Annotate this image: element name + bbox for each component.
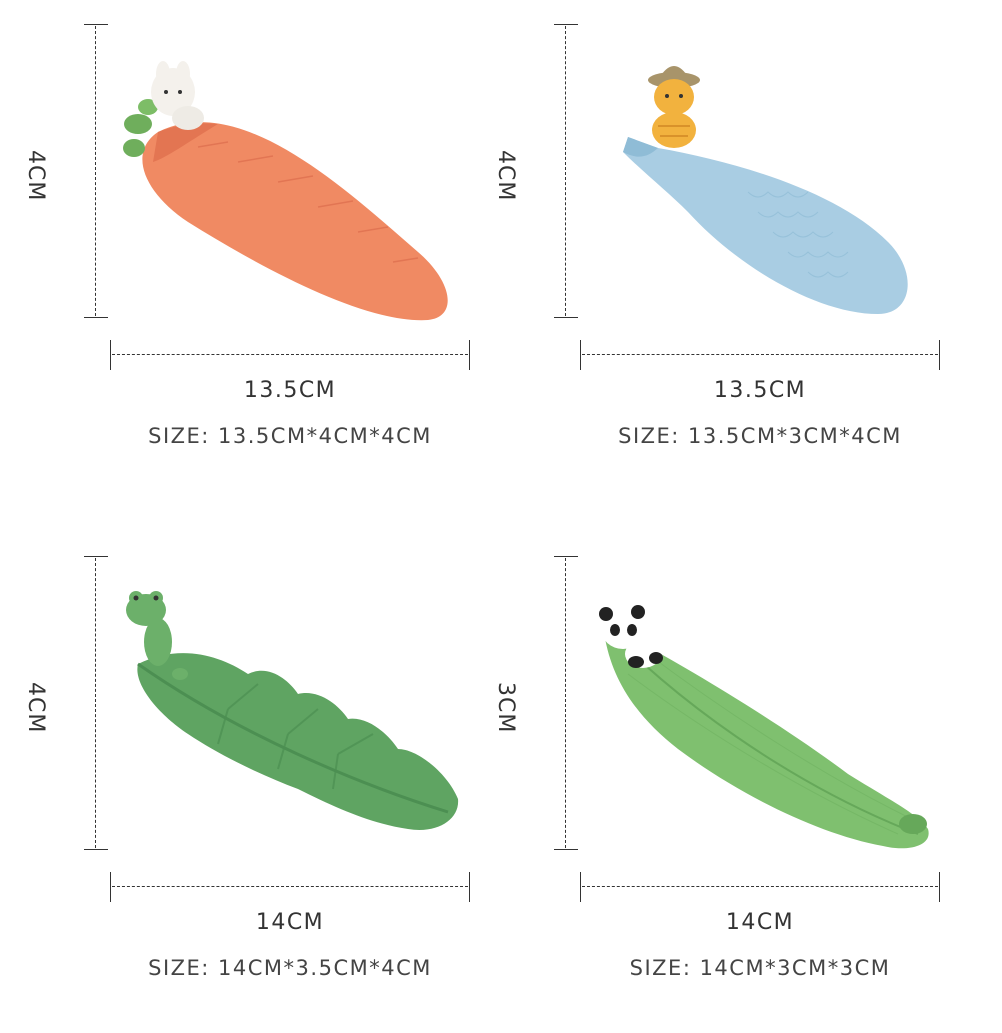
height-label: 3CM [493, 682, 518, 734]
length-label: 13.5CM [243, 378, 337, 403]
height-label: 4CM [23, 682, 48, 734]
length-dimension-line [580, 340, 940, 370]
size-label: SIZE: 14CM*3.5CM*4CM [148, 956, 432, 980]
size-label: SIZE: 13.5CM*4CM*4CM [148, 424, 432, 448]
length-dimension-line [110, 340, 470, 370]
carrot-tray-image [118, 52, 468, 332]
bamboo-leaf-tray-image [588, 584, 938, 864]
product-panel-leaf: 4CM 14CM SIZE: 14CM*3.5CM*4CM [0, 532, 501, 1033]
height-label: 4CM [23, 150, 48, 202]
product-panel-bamboo-leaf: 3CM 14CM SIZE: 14CM*3CM*3CM [470, 532, 971, 1033]
length-label: 14CM [255, 910, 325, 935]
product-panel-fish: 4CM 13.5CM SIZE: 13.5CM*3CM*4CM [470, 0, 971, 501]
height-dimension-line [84, 24, 108, 318]
length-dimension-line [110, 872, 470, 902]
height-dimension-line [554, 24, 578, 318]
length-dimension-line [580, 872, 940, 902]
size-label: SIZE: 13.5CM*3CM*4CM [618, 424, 902, 448]
product-panel-carrot: 4CM 13.5CM SIZE: 13.5CM*4CM*4CM [0, 0, 501, 501]
length-label: 13.5CM [713, 378, 807, 403]
height-label: 4CM [493, 150, 518, 202]
size-label: SIZE: 14CM*3CM*3CM [629, 956, 891, 980]
height-dimension-line [84, 556, 108, 850]
fish-tray-image [588, 52, 938, 332]
length-label: 14CM [725, 910, 795, 935]
height-dimension-line [554, 556, 578, 850]
leaf-tray-image [118, 584, 468, 864]
